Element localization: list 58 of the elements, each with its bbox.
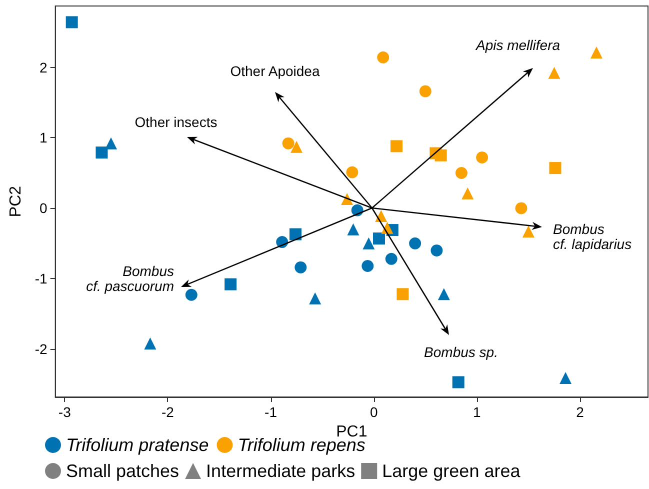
legend-label: Trifolium pratense: [66, 435, 209, 455]
y-tick-label: 1: [40, 130, 48, 146]
point: [390, 140, 403, 152]
point: [362, 260, 374, 272]
y-tick-label: 2: [40, 59, 48, 76]
point: [419, 85, 432, 98]
point: [430, 244, 443, 256]
legend-label: Large green area: [382, 461, 522, 481]
annotation: Bombus sp.: [424, 344, 498, 360]
annotation: Bombus cf. pascuorum: [86, 263, 174, 294]
point: [362, 237, 375, 250]
point: [438, 288, 450, 300]
point: [282, 137, 294, 150]
point: [548, 66, 560, 79]
point: [434, 149, 447, 162]
x-tick-label: -2: [161, 404, 174, 420]
annotation: Other Apoidea: [230, 63, 320, 79]
y-axis-title: PC2: [8, 186, 24, 218]
point: [409, 237, 422, 250]
point: [294, 261, 307, 274]
point: [549, 162, 562, 174]
point: [385, 252, 398, 265]
point: [462, 187, 474, 200]
legend-label: Intermediate parks: [206, 461, 356, 481]
y-tick-label: -1: [34, 270, 48, 287]
x-tick-label: -3: [58, 404, 72, 420]
point: [185, 288, 198, 301]
x-axis-title: PC1: [336, 423, 368, 440]
y-tick-label: 0: [40, 200, 48, 216]
annotation: Bombus cf. lapidarius: [553, 221, 632, 252]
point: [309, 292, 322, 304]
point: [96, 146, 108, 159]
y-tick-label: -2: [34, 341, 48, 358]
point: [377, 51, 390, 64]
point: [144, 337, 156, 350]
x-tick-label: 2: [576, 404, 584, 420]
point: [455, 166, 468, 179]
x-tick-label: 0: [370, 404, 378, 420]
x-tick-label: -1: [264, 404, 278, 420]
point: [452, 376, 464, 388]
point: [515, 202, 528, 214]
point: [346, 166, 358, 178]
point: [105, 137, 118, 150]
point: [290, 140, 303, 153]
point: [66, 16, 78, 28]
point: [290, 228, 302, 240]
point: [224, 278, 237, 290]
x-tick-label: 1: [473, 404, 482, 420]
annotation: Apis mellifera: [474, 37, 560, 53]
point: [396, 288, 409, 300]
point: [590, 46, 602, 58]
point: [560, 372, 572, 384]
point: [476, 151, 488, 164]
point: [347, 223, 360, 236]
point: [522, 225, 534, 238]
annotation: Other insects: [134, 114, 218, 130]
legend-label: Small patches: [66, 461, 180, 481]
point: [372, 232, 385, 244]
